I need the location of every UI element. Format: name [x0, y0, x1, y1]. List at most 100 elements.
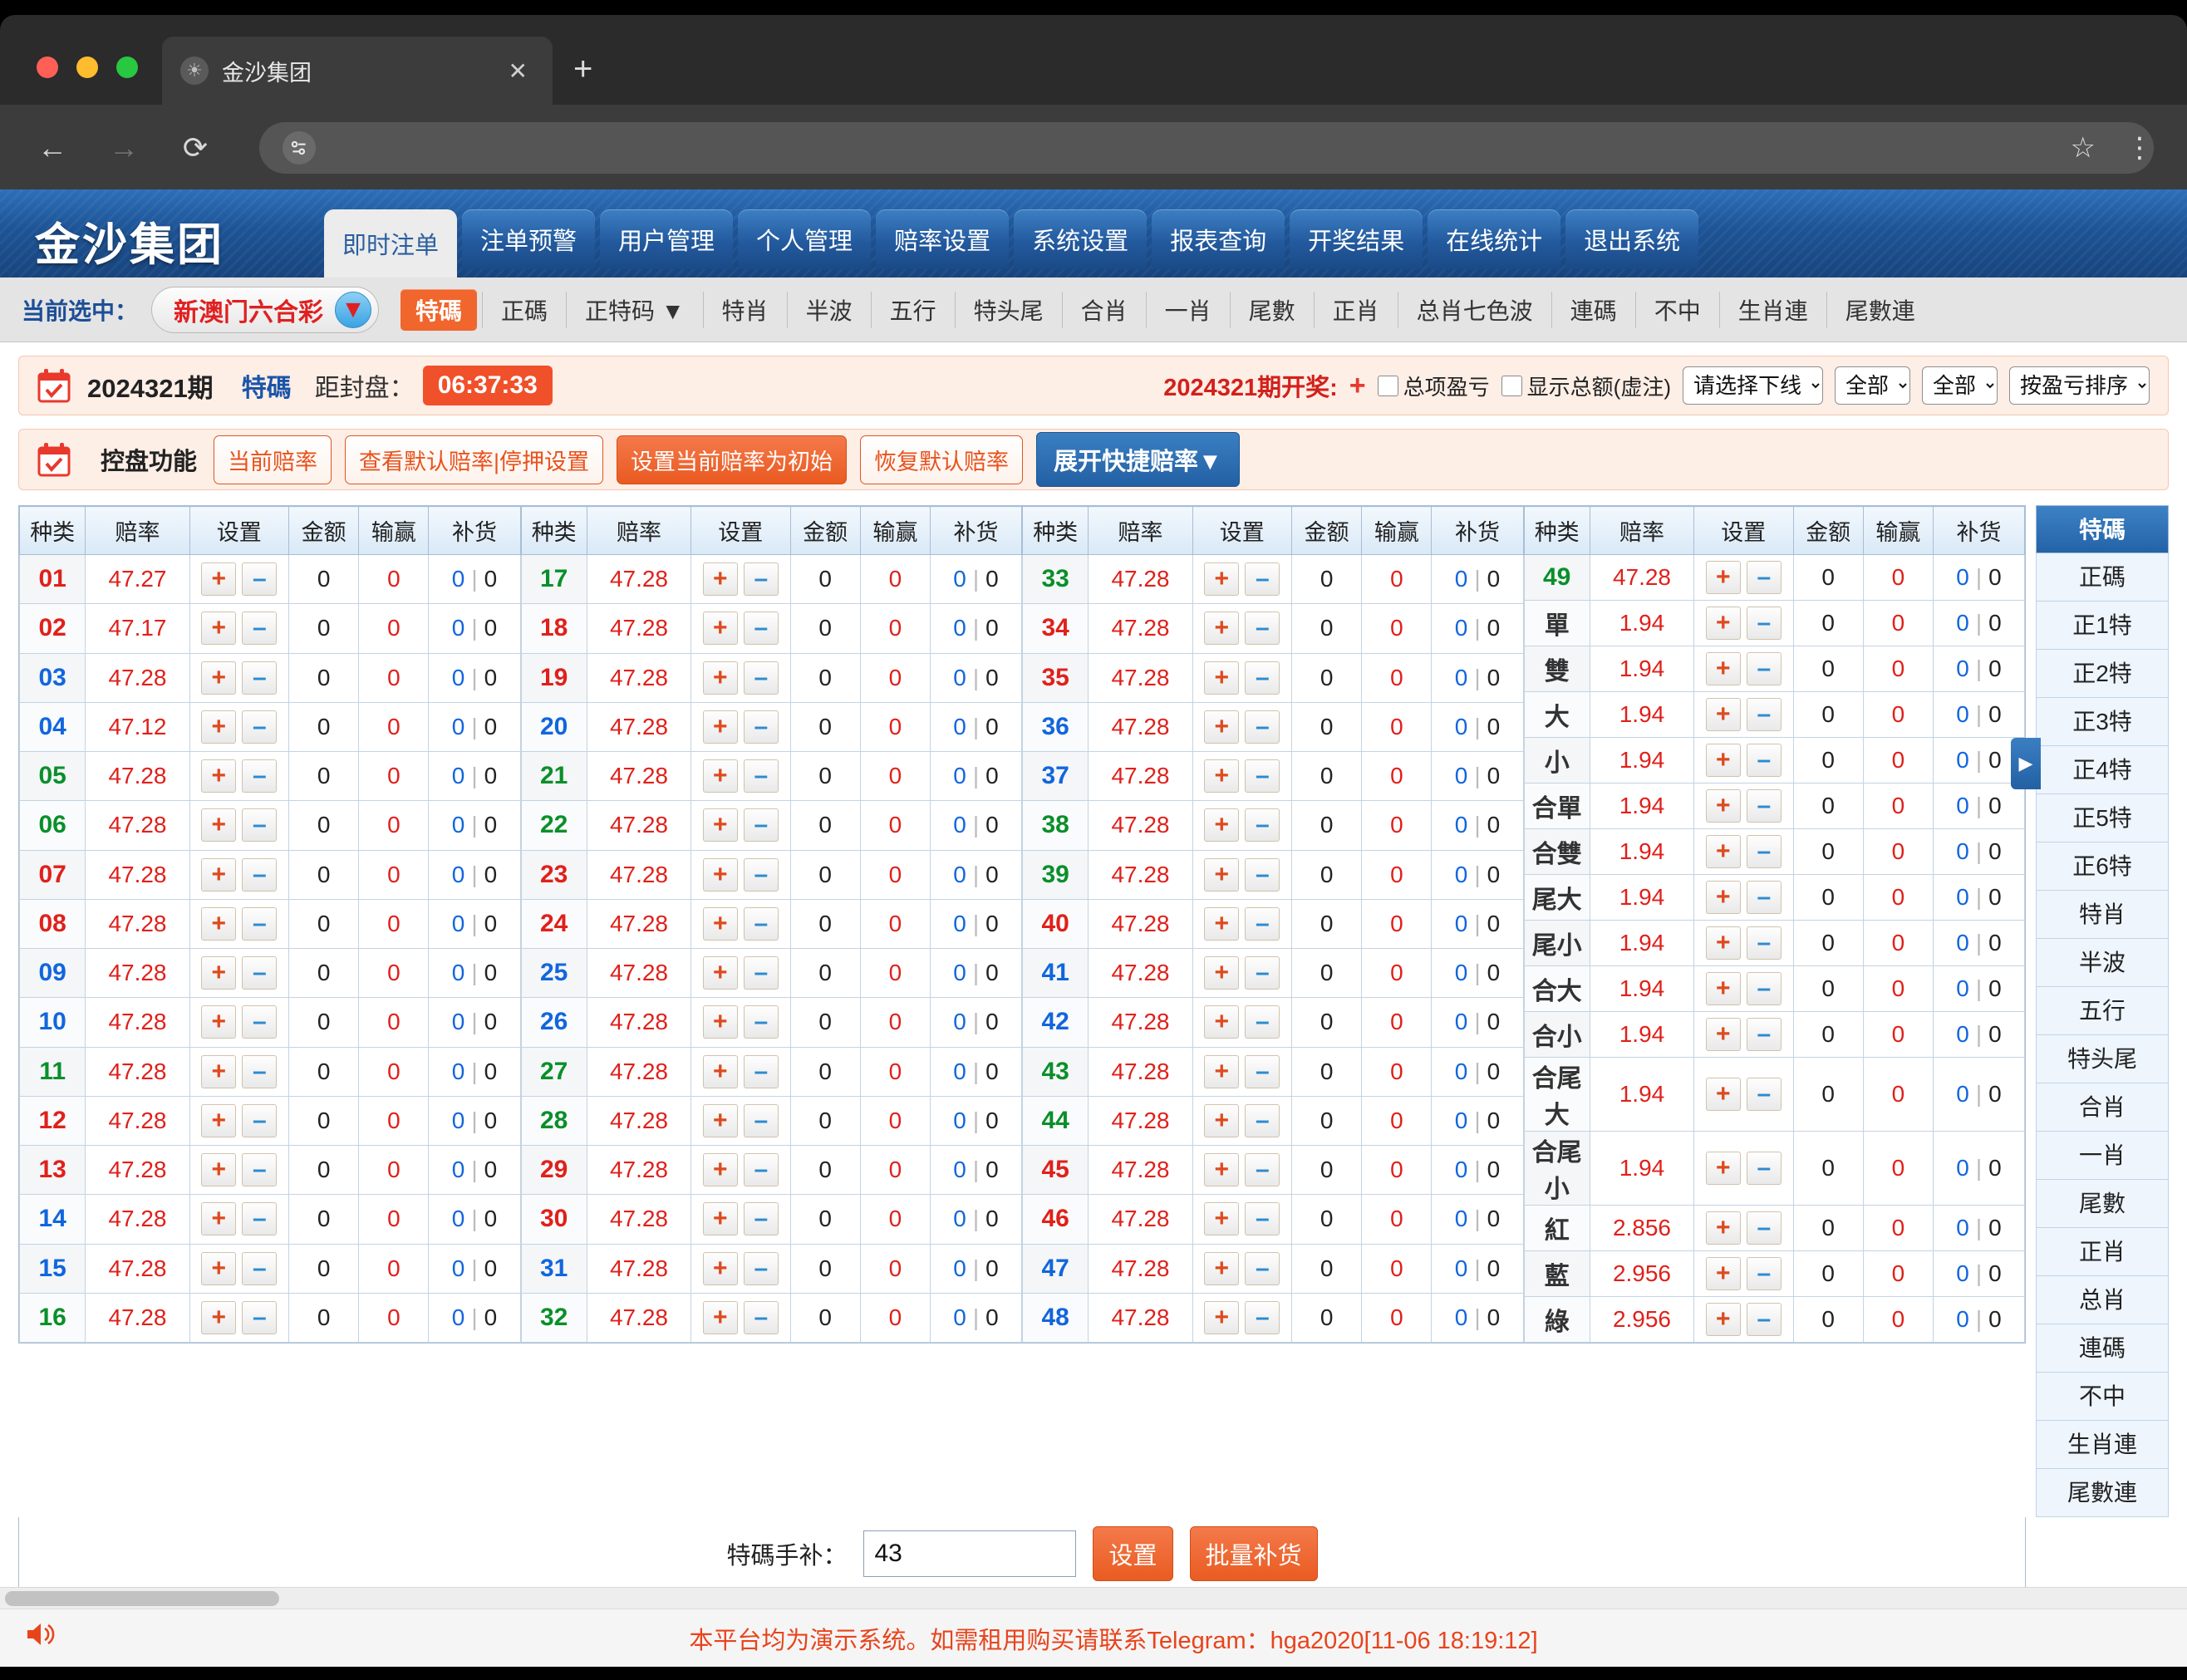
row-key[interactable]: 04	[18, 701, 86, 753]
increase-odds-icon[interactable]: +	[201, 1153, 237, 1187]
decrease-odds-icon[interactable]: –	[1746, 1018, 1782, 1051]
bet-type-wei-shu-lian[interactable]: 尾數連	[1826, 291, 1934, 328]
increase-odds-icon[interactable]: +	[201, 1005, 237, 1039]
row-odds[interactable]: 1.94	[1589, 600, 1695, 646]
row-odds[interactable]: 47.28	[586, 1046, 692, 1097]
row-key[interactable]: 09	[18, 947, 86, 999]
row-key[interactable]: 20	[520, 701, 587, 753]
increase-odds-icon[interactable]: +	[702, 759, 738, 793]
row-key[interactable]: 藍	[1523, 1250, 1590, 1297]
nav-tab-personal-management[interactable]: 个人管理	[738, 209, 872, 269]
increase-odds-icon[interactable]: +	[201, 759, 237, 793]
row-odds[interactable]: 47.28	[85, 750, 190, 802]
row-odds[interactable]: 1.94	[1589, 783, 1695, 829]
nav-tab-odds-settings[interactable]: 赔率设置	[876, 209, 1010, 269]
side-panel-item-2[interactable]: 正2特	[2036, 650, 2169, 698]
increase-odds-icon[interactable]: +	[1705, 881, 1741, 914]
row-odds[interactable]: 47.28	[1589, 554, 1695, 601]
expand-plus-icon[interactable]: +	[1349, 369, 1366, 401]
increase-odds-icon[interactable]: +	[1705, 561, 1741, 594]
row-key[interactable]: 11	[18, 1046, 86, 1097]
decrease-odds-icon[interactable]: –	[743, 857, 779, 892]
decrease-odds-icon[interactable]: –	[1245, 661, 1280, 695]
decrease-odds-icon[interactable]: –	[242, 759, 278, 793]
row-odds[interactable]: 47.28	[1088, 701, 1193, 753]
row-key[interactable]: 24	[520, 898, 587, 950]
row-key[interactable]: 紅	[1523, 1205, 1590, 1251]
row-key[interactable]: 25	[520, 947, 587, 999]
increase-odds-icon[interactable]: +	[1705, 789, 1741, 823]
row-key[interactable]: 32	[520, 1292, 587, 1344]
row-odds[interactable]: 47.28	[1088, 750, 1193, 802]
checkbox-show-total[interactable]: 显示总额(虚注)	[1501, 371, 1671, 401]
decrease-odds-icon[interactable]: –	[743, 1153, 779, 1187]
row-key[interactable]: 14	[18, 1194, 86, 1245]
row-key[interactable]: 10	[18, 997, 86, 1048]
decrease-odds-icon[interactable]: –	[242, 1300, 278, 1334]
decrease-odds-icon[interactable]: –	[743, 1005, 779, 1039]
row-key[interactable]: 30	[520, 1194, 587, 1245]
row-key[interactable]: 16	[18, 1292, 86, 1344]
nav-tab-draw-results[interactable]: 开奖结果	[1290, 209, 1423, 269]
decrease-odds-icon[interactable]: –	[242, 808, 278, 842]
increase-odds-icon[interactable]: +	[1705, 607, 1741, 640]
side-panel-item-1[interactable]: 正1特	[2036, 602, 2169, 650]
decrease-odds-icon[interactable]: –	[1746, 652, 1782, 685]
decrease-odds-icon[interactable]: –	[1746, 744, 1782, 777]
increase-odds-icon[interactable]: +	[201, 906, 237, 941]
increase-odds-icon[interactable]: +	[1204, 1251, 1240, 1285]
side-panel-item-14[interactable]: 正肖	[2036, 1228, 2169, 1276]
increase-odds-icon[interactable]: +	[1204, 562, 1240, 597]
bet-type-te-tou-wei[interactable]: 特头尾	[954, 291, 1062, 328]
view-default-odds-button[interactable]: 查看默认赔率|停押设置	[345, 435, 604, 484]
bet-type-zheng-ma[interactable]: 正碼	[482, 291, 566, 328]
row-odds[interactable]: 2.956	[1589, 1250, 1695, 1297]
row-odds[interactable]: 1.94	[1589, 920, 1695, 966]
row-odds[interactable]: 1.94	[1589, 965, 1695, 1012]
bet-type-bu-zhong[interactable]: 不中	[1634, 291, 1719, 328]
increase-odds-icon[interactable]: +	[1705, 1211, 1741, 1245]
row-key[interactable]: 41	[1021, 947, 1089, 999]
increase-odds-icon[interactable]: +	[702, 857, 738, 892]
decrease-odds-icon[interactable]: –	[1746, 835, 1782, 868]
increase-odds-icon[interactable]: +	[201, 857, 237, 892]
increase-odds-icon[interactable]: +	[201, 1202, 237, 1236]
chevron-down-icon[interactable]: ▼	[335, 291, 372, 328]
decrease-odds-icon[interactable]: –	[743, 1103, 779, 1137]
row-odds[interactable]: 47.28	[85, 1095, 190, 1147]
row-odds[interactable]: 47.28	[586, 997, 692, 1048]
decrease-odds-icon[interactable]: –	[1245, 612, 1280, 646]
decrease-odds-icon[interactable]: –	[743, 906, 779, 941]
row-odds[interactable]: 47.28	[586, 553, 692, 605]
increase-odds-icon[interactable]: +	[702, 1054, 738, 1088]
row-key[interactable]: 合雙	[1523, 828, 1590, 875]
increase-odds-icon[interactable]: +	[1204, 1300, 1240, 1334]
row-odds[interactable]: 47.28	[586, 849, 692, 900]
increase-odds-icon[interactable]: +	[201, 612, 237, 646]
row-key[interactable]: 44	[1021, 1095, 1089, 1147]
row-key[interactable]: 05	[18, 750, 86, 802]
row-odds[interactable]: 47.28	[85, 1194, 190, 1245]
side-panel-item-19[interactable]: 尾數連	[2036, 1469, 2169, 1517]
decrease-odds-icon[interactable]: –	[1245, 857, 1280, 892]
row-odds[interactable]: 47.28	[85, 1046, 190, 1097]
row-key[interactable]: 47	[1021, 1243, 1089, 1294]
row-odds[interactable]: 47.28	[586, 1144, 692, 1196]
row-key[interactable]: 27	[520, 1046, 587, 1097]
row-key[interactable]: 合單	[1523, 783, 1590, 829]
bet-type-yi-xiao[interactable]: 一肖	[1145, 291, 1230, 328]
increase-odds-icon[interactable]: +	[1705, 1257, 1741, 1290]
row-odds[interactable]: 47.28	[1088, 553, 1193, 605]
checkbox-total-pnl[interactable]: 总项盈亏	[1377, 371, 1490, 401]
row-odds[interactable]: 47.28	[85, 652, 190, 703]
row-odds[interactable]: 47.28	[586, 1243, 692, 1294]
row-odds[interactable]: 47.28	[586, 898, 692, 950]
bet-type-lian-ma[interactable]: 連碼	[1551, 291, 1635, 328]
bookmark-star-icon[interactable]: ☆	[2070, 132, 2096, 164]
increase-odds-icon[interactable]: +	[1705, 744, 1741, 777]
row-odds[interactable]: 1.94	[1589, 737, 1695, 784]
row-key[interactable]: 46	[1021, 1194, 1089, 1245]
bet-type-he-xiao[interactable]: 合肖	[1061, 291, 1146, 328]
decrease-odds-icon[interactable]: –	[1746, 1078, 1782, 1111]
row-odds[interactable]: 47.28	[85, 1243, 190, 1294]
